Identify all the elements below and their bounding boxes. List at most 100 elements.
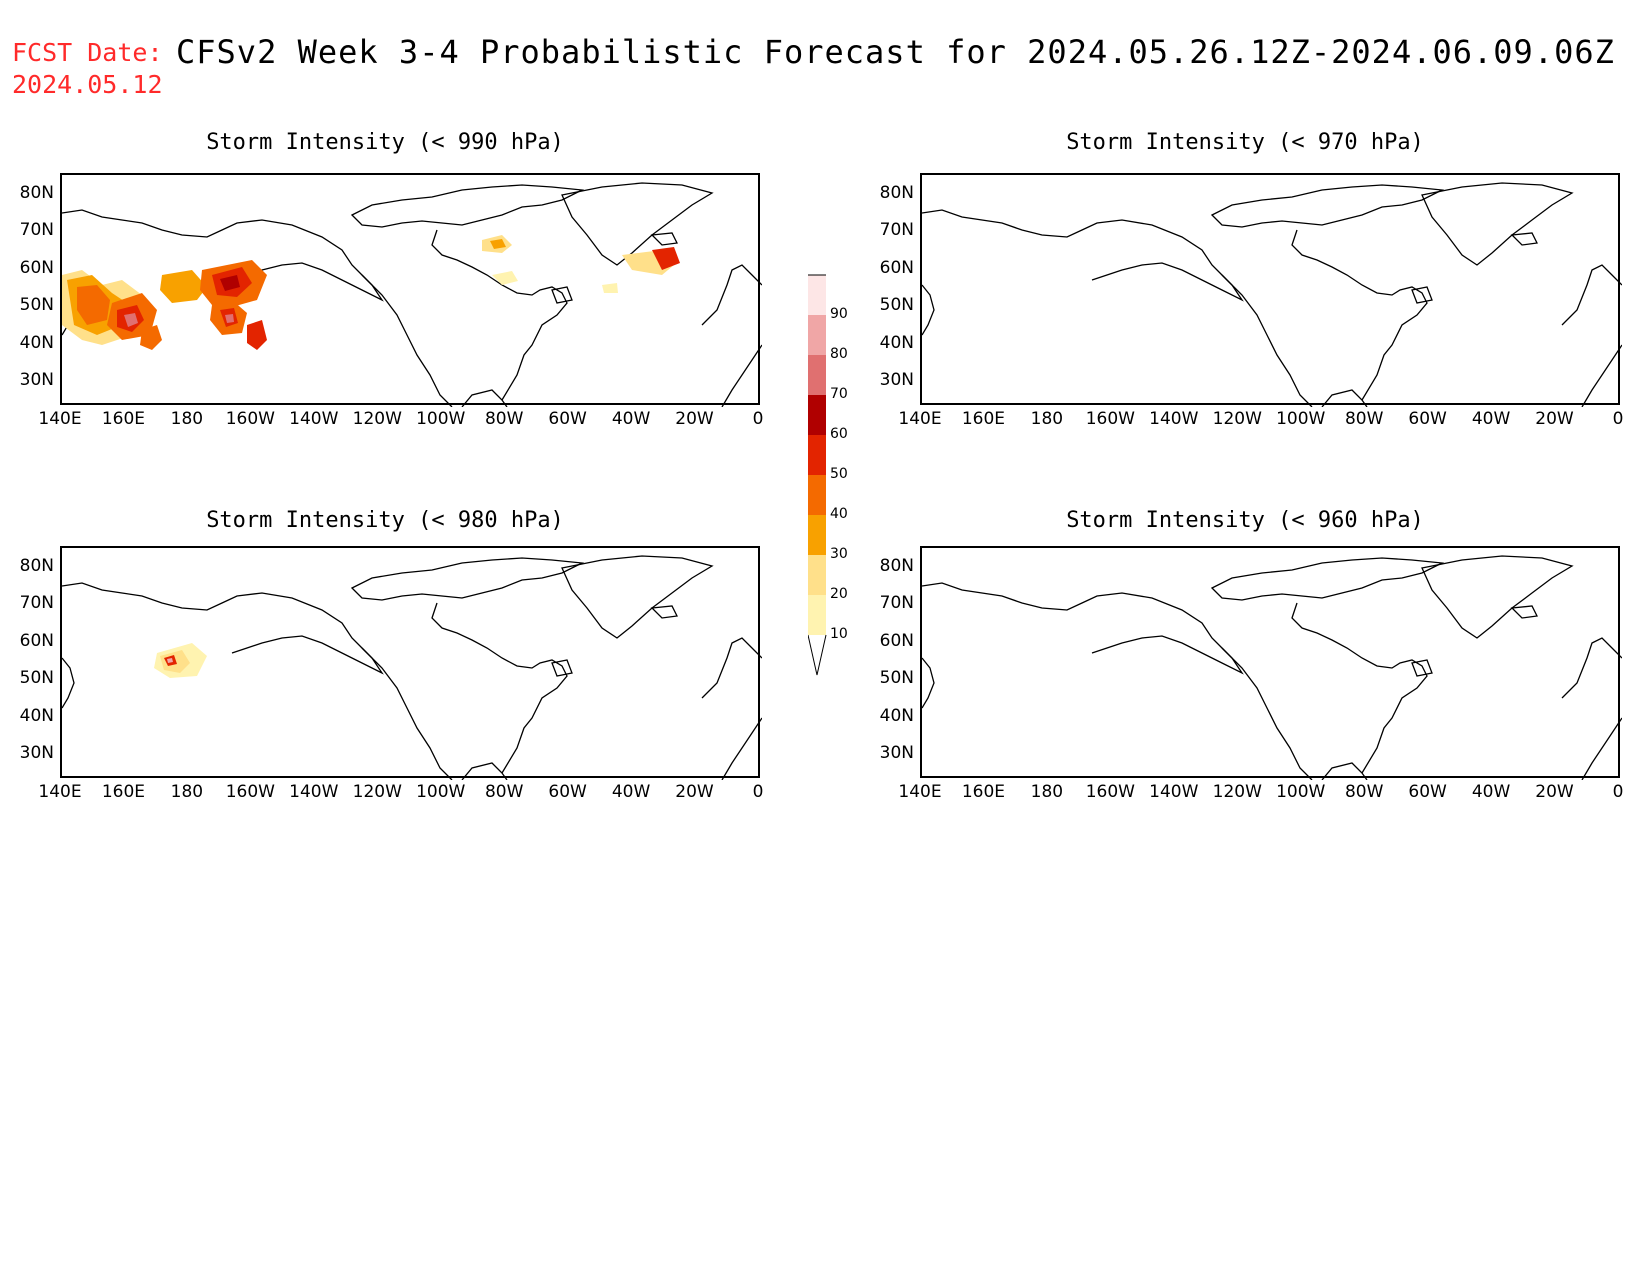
colorbar-level-label: 40 [830,506,848,522]
coastline-segment [650,605,678,619]
lat-tick-label: 70N [879,593,914,613]
coastline-segment [361,274,453,407]
coastline-segment [551,659,573,677]
lon-tick-label: 180 [170,782,204,802]
colorbar-swatch [808,315,826,355]
lon-tick-label: 160E [101,782,146,802]
lat-tick-label: 50N [19,668,54,688]
lon-tick-label: 160W [1085,782,1135,802]
fcst-date-label: FCST Date: [12,38,163,67]
lat-tick-label: 80N [879,183,914,203]
coastline-segment [561,555,714,639]
coastline-segment [1321,389,1368,407]
panel-title-960: Storm Intensity (< 960 hPa) [1066,508,1424,533]
coastline-segment [1210,557,1445,601]
coastline-segment [561,182,714,266]
lat-tick-label: 80N [19,556,54,576]
lat-tick-label: 60N [879,631,914,651]
coastline-990 [62,182,762,407]
coastline-segment [1510,605,1538,619]
lon-tick-label: 60W [548,782,587,802]
coastline-segment [350,557,585,601]
lat-tick-label: 40N [19,333,54,353]
map-panel-970 [920,173,1622,407]
coastline-segment [62,657,75,709]
lon-tick-label: 160E [961,409,1006,429]
lon-tick-label: 140W [289,409,339,429]
lon-tick-label: 160E [101,409,146,429]
lon-tick-label: 100W [1276,782,1326,802]
coastline-960 [922,555,1622,780]
coastline-segment [1411,659,1433,677]
lon-tick-label: 0 [752,409,764,429]
colorbar-level-label: 70 [830,386,848,402]
lon-tick-label: 60W [1408,782,1447,802]
colorbar-swatch [808,555,826,595]
colorbar-level-label: 20 [830,586,848,602]
coastline-segment [1291,229,1428,401]
lon-tick-label: 40W [611,782,651,802]
lon-tick-label: 180 [1030,782,1064,802]
lon-tick-label: 0 [1612,409,1624,429]
lon-tick-label: 180 [1030,409,1064,429]
map-panel-980 [60,546,762,780]
lon-tick-label: 20W [675,409,714,429]
coastline-segment [461,762,508,780]
lat-tick-label: 30N [19,370,54,390]
lon-tick-label: 160W [225,409,275,429]
probability-shading-990 [62,235,680,350]
lon-tick-label: 40W [1471,782,1511,802]
lon-tick-label: 140W [1149,409,1199,429]
coastline-segment [922,582,1244,675]
panel-title-990: Storm Intensity (< 990 hPa) [206,130,564,155]
coastline-segment [431,229,568,401]
lon-tick-label: 100W [416,409,466,429]
coastline-segment [361,647,453,780]
coastline-segment [62,582,384,675]
lon-tick-label: 120W [1212,409,1262,429]
lat-tick-label: 80N [19,183,54,203]
lon-tick-label: 80W [484,782,524,802]
lat-tick-label: 30N [19,743,54,763]
lat-tick-label: 40N [879,333,914,353]
colorbar-level-label: 80 [830,346,848,362]
lat-tick-label: 70N [19,593,54,613]
lon-tick-label: 140E [898,782,942,802]
lon-tick-label: 60W [548,409,587,429]
coastline-segment [650,232,678,246]
colorbar-swatch [808,515,826,555]
lon-tick-label: 120W [1212,782,1262,802]
coastline-segment [62,209,384,302]
lon-tick-label: 140W [1149,782,1199,802]
colorbar-swatches [807,274,827,676]
coastline-segment [701,264,762,326]
lon-tick-label: 180 [170,409,204,429]
lon-tick-label: 20W [1535,409,1574,429]
coastline-segment [1581,717,1622,780]
lon-tick-label: 0 [752,782,764,802]
map-panel-990 [60,173,762,407]
lon-tick-label: 20W [1535,782,1574,802]
colorbar: 10 20 30 40 50 60 70 80 90 [807,270,878,680]
probability-shading-980 [154,643,207,678]
coastline-segment [1510,232,1538,246]
lat-tick-label: 40N [879,706,914,726]
lat-tick-label: 60N [879,258,914,278]
fcst-date-value: 2024.05.12 [12,70,163,99]
coastline-segment [721,344,762,407]
lat-tick-label: 30N [879,743,914,763]
colorbar-level-label: 50 [830,466,848,482]
coastline-segment [922,657,935,709]
lon-tick-label: 80W [1344,782,1384,802]
lon-tick-label: 0 [1612,782,1624,802]
coastline-970 [922,182,1622,407]
colorbar-swatch [808,475,826,515]
lat-tick-label: 50N [879,295,914,315]
colorbar-level-label: 10 [830,626,848,642]
coastline-segment [1581,344,1622,407]
coastline-segment [1421,182,1574,266]
colorbar-bottom-arrow [807,634,827,676]
lon-tick-label: 120W [352,409,402,429]
lon-tick-label: 160W [225,782,275,802]
coastline-segment [922,209,1244,302]
